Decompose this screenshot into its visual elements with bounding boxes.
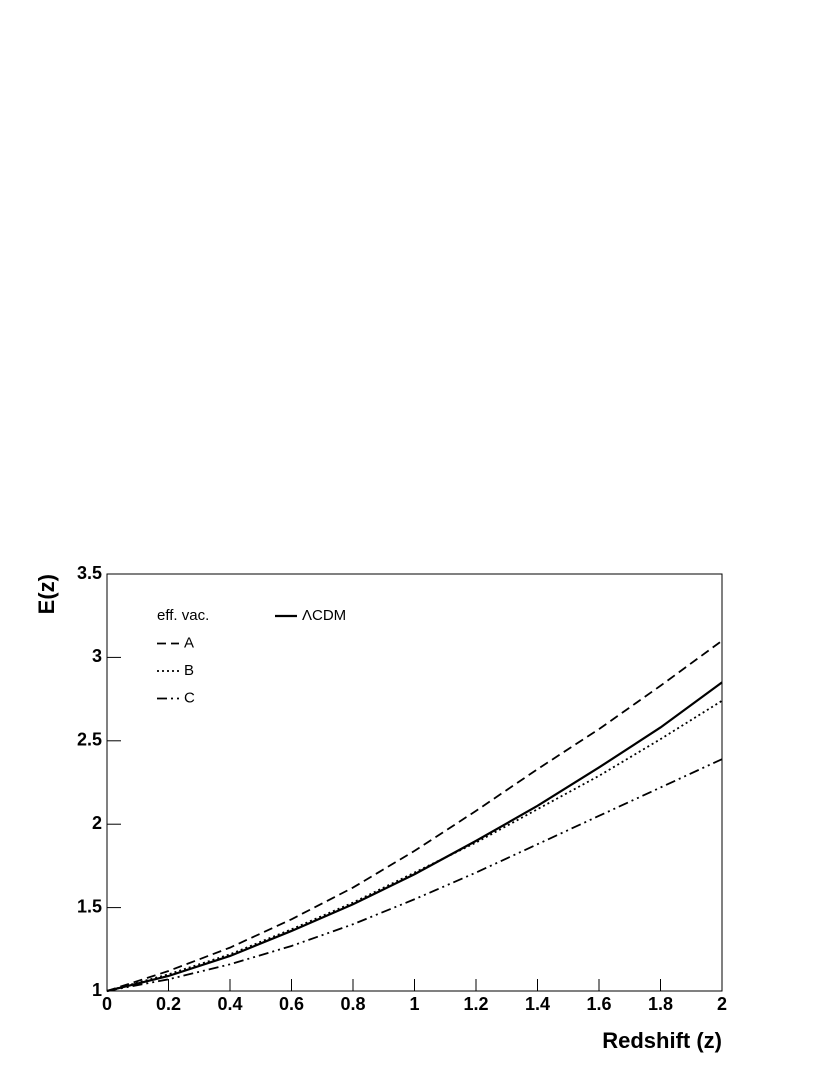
x-tick-label: 1 xyxy=(409,994,419,1014)
y-tick-label: 2 xyxy=(92,813,102,833)
legend-label: C xyxy=(184,689,195,706)
x-tick-label: 0.2 xyxy=(156,994,181,1014)
x-tick-label: 1.4 xyxy=(525,994,550,1014)
y-tick-label: 3.5 xyxy=(77,563,102,583)
x-tick-label: 1.2 xyxy=(463,994,488,1014)
series-line xyxy=(106,681,723,993)
x-tick-label: 1.8 xyxy=(648,994,673,1014)
plot-frame xyxy=(106,573,723,992)
y-tick-label: 2.5 xyxy=(77,730,102,750)
y-axis-title: E(z) xyxy=(34,574,59,614)
x-tick-label: 0.4 xyxy=(217,994,242,1014)
y-tick-label: 3 xyxy=(92,646,102,666)
series-line xyxy=(106,758,723,992)
legend-label: B xyxy=(184,662,194,679)
x-tick-label: 0.8 xyxy=(340,994,365,1014)
legend-label: A xyxy=(184,634,194,651)
x-tick-label: 0.6 xyxy=(279,994,304,1014)
y-tick-label: 1 xyxy=(92,980,102,1000)
x-tick-label: 2 xyxy=(717,994,727,1014)
y-tick-label: 1.5 xyxy=(77,896,102,916)
x-axis-title: Redshift (z) xyxy=(602,1028,722,1053)
legend-label: ΛCDM xyxy=(302,607,346,624)
x-tick-label: 1.6 xyxy=(586,994,611,1014)
series-line xyxy=(106,639,723,992)
legend-title: eff. vac. xyxy=(157,607,209,624)
x-tick-label: 0 xyxy=(102,994,112,1014)
series-line xyxy=(106,700,723,992)
